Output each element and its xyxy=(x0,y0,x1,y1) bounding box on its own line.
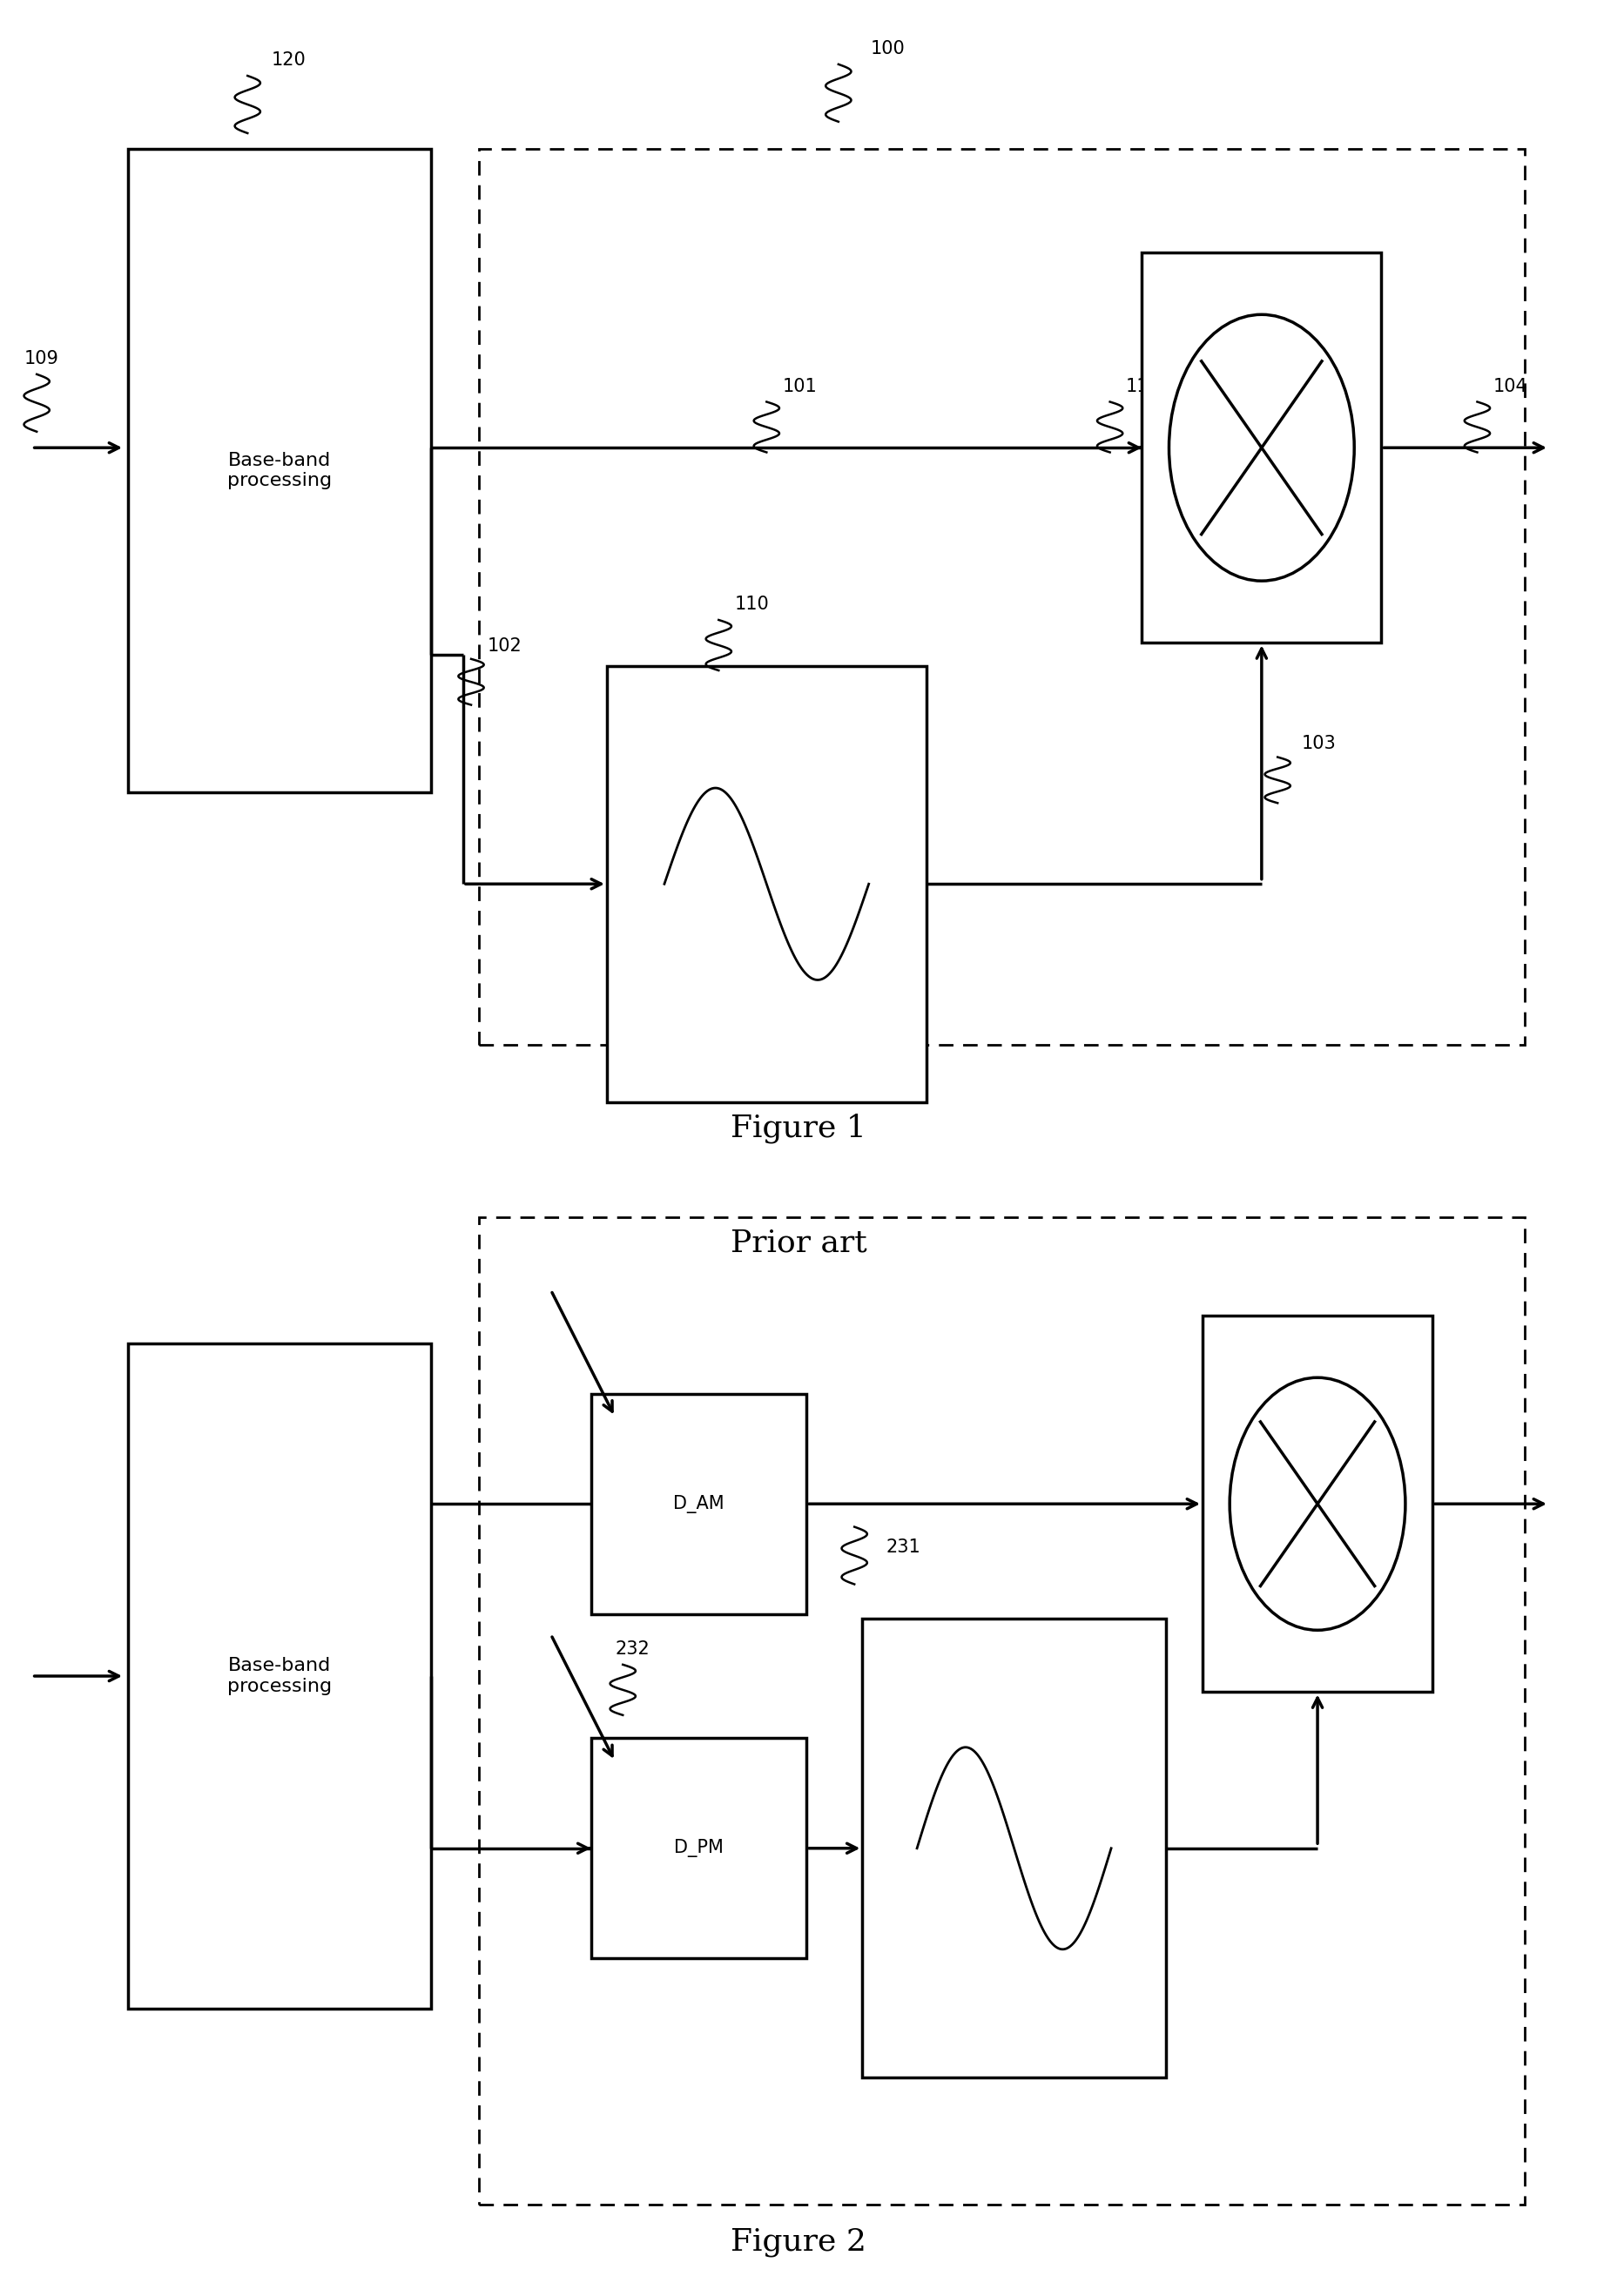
Bar xyxy=(1142,253,1381,643)
Text: Figure 2: Figure 2 xyxy=(731,2227,866,2257)
Text: 101: 101 xyxy=(783,377,818,395)
Text: D_PM: D_PM xyxy=(674,1839,723,1857)
Text: 232: 232 xyxy=(615,1639,650,1658)
Text: Prior art: Prior art xyxy=(730,1228,867,1258)
Text: Base-band
processing: Base-band processing xyxy=(227,452,332,489)
Text: 104: 104 xyxy=(1493,377,1528,395)
Text: 111: 111 xyxy=(1126,377,1161,395)
Text: 109: 109 xyxy=(24,349,59,367)
Bar xyxy=(607,666,926,1102)
Text: 100: 100 xyxy=(870,39,905,57)
Text: Base-band
processing: Base-band processing xyxy=(227,1658,332,1694)
Bar xyxy=(591,1738,806,1958)
Text: 110: 110 xyxy=(735,595,770,613)
Bar xyxy=(591,1394,806,1614)
Bar xyxy=(479,1217,1525,2204)
Text: D_AM: D_AM xyxy=(674,1495,723,1513)
Bar xyxy=(862,1619,1166,2078)
Bar xyxy=(128,1343,431,2009)
Text: 103: 103 xyxy=(1302,735,1337,753)
Text: 102: 102 xyxy=(487,636,522,654)
Text: 120: 120 xyxy=(271,51,307,69)
Bar xyxy=(479,149,1525,1045)
Text: Figure 1: Figure 1 xyxy=(731,1114,866,1143)
Text: 231: 231 xyxy=(886,1538,921,1557)
Bar xyxy=(128,149,431,792)
Bar xyxy=(1203,1316,1433,1692)
